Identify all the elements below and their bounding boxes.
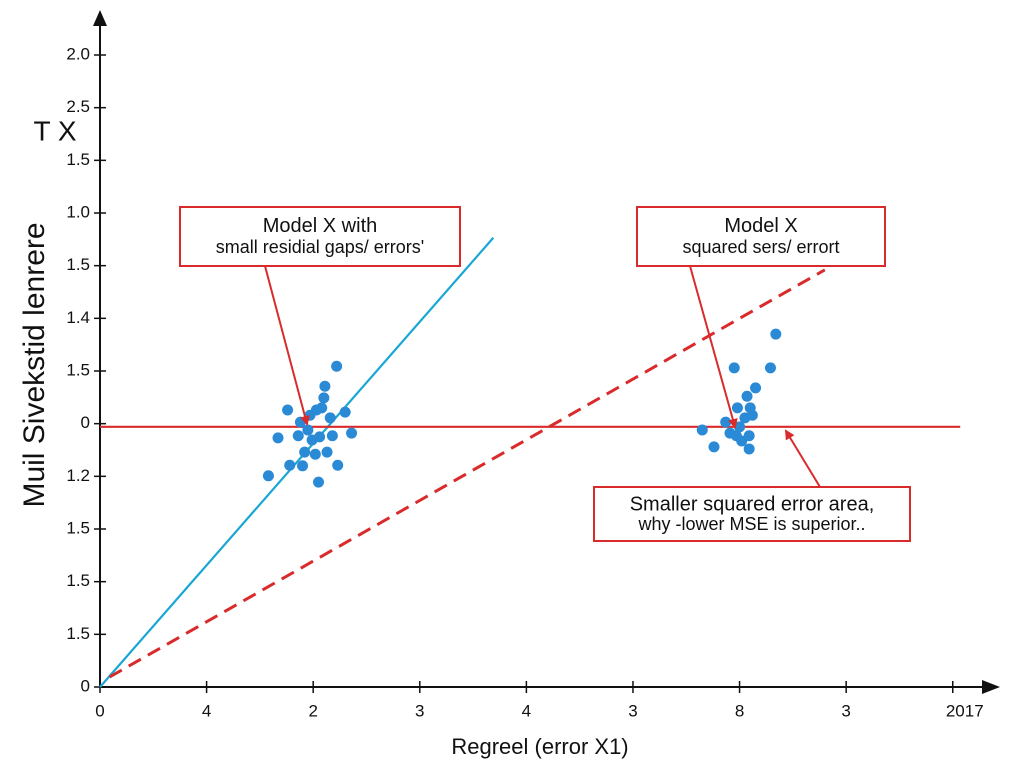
x-axis-arrow [982, 680, 1000, 694]
annotation-box [179, 206, 461, 267]
x-tick-label: 3 [841, 701, 850, 720]
point [728, 362, 740, 374]
point [743, 443, 755, 455]
point [284, 459, 296, 471]
y-tick-label: 1.5 [66, 571, 90, 590]
point [326, 430, 338, 442]
annotation: Smaller squared error area,why -lower MS… [593, 429, 911, 542]
annotation-box [593, 486, 911, 542]
y-axis-title: Muil Sivekstid lenrere [18, 222, 51, 507]
point [262, 470, 274, 482]
point [741, 390, 753, 402]
annotation-text: Model X [724, 215, 797, 237]
annotation-arrow [689, 265, 738, 429]
point [292, 430, 304, 442]
y-tick-label: 1.5 [66, 518, 90, 537]
point [313, 476, 325, 488]
point [764, 362, 776, 374]
y-tick-label: 1.0 [66, 202, 90, 221]
y-tick-label: 0 [81, 676, 90, 695]
x-tick-label: 8 [735, 701, 744, 720]
annotation-arrow [784, 429, 821, 488]
annotation-box [636, 206, 886, 267]
point [332, 459, 344, 471]
annotation-text: small residial gaps/ errors' [216, 237, 425, 257]
point [282, 404, 294, 416]
point [316, 402, 328, 414]
point [750, 382, 762, 394]
point [743, 430, 755, 442]
point [770, 328, 782, 340]
x-tick-label: 4 [202, 701, 211, 720]
line [108, 268, 826, 679]
point [746, 409, 758, 421]
y-tick-label: 1.5 [66, 360, 90, 379]
point [331, 360, 343, 372]
point [319, 380, 331, 392]
point [272, 432, 284, 444]
y-tick-label: 1.5 [66, 150, 90, 169]
point [321, 446, 333, 458]
point [302, 424, 314, 436]
y-tick-label: 1.5 [66, 624, 90, 643]
point [299, 446, 311, 458]
y-tick-label: 1.4 [66, 308, 90, 327]
x-tick-label: 2 [308, 701, 317, 720]
y-tick-label: 1.2 [66, 466, 90, 485]
annotation-text: Smaller squared error area, [630, 493, 875, 515]
point [297, 460, 309, 472]
x-tick-label: 2017 [946, 701, 984, 720]
y-tick-label: 0 [81, 413, 90, 432]
annotation-text: Model X with [263, 215, 378, 237]
x-tick-label: 3 [415, 701, 424, 720]
y-tick-label: 1.5 [66, 255, 90, 274]
point [309, 448, 321, 460]
point [314, 431, 326, 443]
chart-title: T X [33, 115, 76, 146]
point [318, 392, 330, 404]
line [99, 237, 495, 688]
point [720, 416, 732, 428]
point [696, 424, 708, 436]
point [708, 441, 720, 453]
x-axis-title: Regreel (error X1) [451, 734, 628, 759]
x-tick-label: 4 [522, 701, 531, 720]
x-tick-label: 3 [628, 701, 637, 720]
y-axis-arrow [93, 10, 107, 26]
annotation-arrow [264, 265, 310, 426]
point [339, 406, 351, 418]
annotation-text: why -lower MSE is superior.. [637, 514, 865, 534]
point [346, 427, 358, 439]
y-tick-label: 2.0 [66, 44, 90, 63]
annotation-text: squared sers/ errort [682, 237, 839, 257]
point [324, 412, 336, 424]
x-tick-label: 0 [95, 701, 104, 720]
point [731, 402, 743, 414]
y-tick-label: 2.5 [66, 97, 90, 116]
